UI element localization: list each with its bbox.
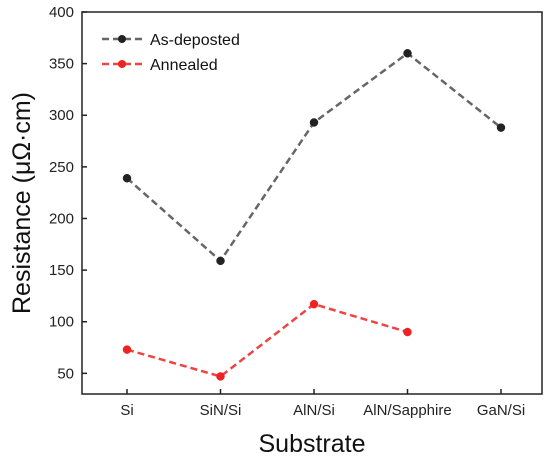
plot-area-frame [81,11,543,395]
y-tick-label: 300 [49,107,74,124]
data-point-as-deposted [216,256,225,266]
data-point-annealed [122,345,132,354]
legend-marker-as-deposted [118,35,126,43]
series-layer [122,49,506,381]
data-point-as-deposted [309,118,319,127]
data-point-annealed [403,327,412,337]
x-axis: Si SiN/Si AlN/Si AlN/Sapphire GaN/Si [120,389,525,419]
y-tick-label: 100 [49,314,74,331]
data-point-annealed [309,299,319,309]
x-tick-label: GaN/Si [477,402,525,419]
y-axis: 50 100 150 200 250 300 350 400 [49,4,87,382]
y-tick-label: 50 [57,365,74,382]
x-tick-label: AlN/Sapphire [363,402,451,419]
y-axis-title: Resistance (μΩ·cm) [8,92,36,314]
x-tick-label: SiN/Si [200,402,242,419]
data-point-as-deposted [403,49,412,58]
legend-marker-annealed [118,60,126,68]
series-line-as-deposted [126,51,502,263]
y-tick-label: 150 [49,262,74,279]
x-tick-label: AlN/Si [293,402,335,419]
legend-label-as-deposted: As-deposted [150,32,240,49]
legend: As-deposted Annealed [102,32,240,74]
series-line-annealed [126,302,408,378]
x-tick-label: Si [120,402,133,419]
data-point-annealed [216,372,225,381]
y-tick-label: 400 [49,4,74,21]
legend-label-annealed: Annealed [150,57,218,74]
y-tick-label: 350 [49,56,74,73]
data-point-as-deposted [122,173,132,183]
y-tick-label: 250 [49,159,74,176]
x-axis-title: Substrate [258,430,365,458]
data-point-as-deposted [496,123,506,132]
y-tick-label: 200 [49,210,74,227]
